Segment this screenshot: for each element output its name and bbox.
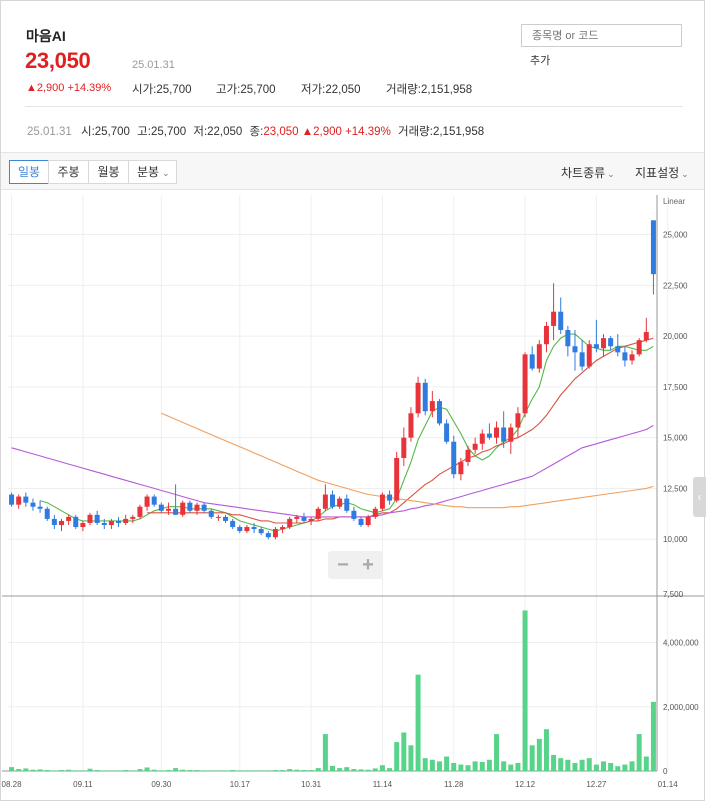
low-stat: 저가:22,050 [301,84,361,96]
tab-minute[interactable]: 분봉 ⌄ [128,160,177,184]
summary-open: 25,700 [94,126,130,138]
chevron-down-icon: ⌄ [607,169,615,179]
summary-close: 23,050 [263,126,299,138]
low-label: 저가 [301,84,323,96]
stock-name: 마음AI [26,28,66,44]
zoom-control: − + [328,551,383,579]
add-button[interactable]: 추가 [530,55,551,67]
chevron-down-icon: ⌄ [162,168,170,178]
volume-stat: 거래량:2,151,958 [386,84,473,96]
stock-search-input[interactable] [521,24,682,47]
open-stat: 시가:25,700 [132,84,192,96]
summary-change: ▲2,900 +14.39% [301,126,391,138]
high-label: 고가 [216,84,238,96]
summary-low-label: 저 [193,126,204,138]
indicator-label: 지표설정 [635,166,680,180]
chart-type-button[interactable]: 차트종류 ⌄ [561,164,615,181]
divider [25,106,683,107]
chart-toolbar: 일봉 주봉 월봉 분봉 ⌄ 차트종류 ⌄ 지표설정 ⌄ [1,152,704,190]
high-stat: 고가:25,700 [216,84,276,96]
high-value: 25,700 [240,84,276,96]
chart-type-label: 차트종류 [561,166,606,180]
price-date: 25.01.31 [132,59,175,71]
volume-label: 거래량 [386,84,418,96]
price-change: ▲2,900 +14.39% [26,82,112,94]
ohlc-summary-bar: 25.01.31 시:25,700 고:25,700 저:22,050 종:23… [27,126,485,138]
tab-minute-label: 분봉 [137,165,160,179]
summary-close-label: 종 [249,126,261,138]
plus-icon[interactable]: + [362,554,374,576]
tab-monthly[interactable]: 월봉 [88,160,129,184]
open-label: 시가 [132,84,154,96]
open-value: 25,700 [156,84,192,96]
tab-daily[interactable]: 일봉 [9,160,49,184]
current-price: 23,050 [25,48,91,73]
chevron-left-icon[interactable]: ‹ [693,477,706,517]
indicator-settings-button[interactable]: 지표설정 ⌄ [635,164,689,181]
chevron-down-icon: ⌄ [681,169,689,179]
summary-high: 25,700 [150,126,187,138]
summary-high-label: 고 [137,126,148,138]
minus-icon[interactable]: − [337,554,349,576]
tab-weekly[interactable]: 주봉 [48,160,89,184]
summary-date: 25.01.31 [27,126,72,138]
low-value: 22,050 [325,84,361,96]
summary-volume-label: 거래량 [398,126,430,138]
summary-open-label: 시 [80,126,92,138]
volume-value: 2,151,958 [420,84,473,96]
summary-low: 22,050 [207,126,243,138]
summary-volume: 2,151,958 [432,126,485,138]
